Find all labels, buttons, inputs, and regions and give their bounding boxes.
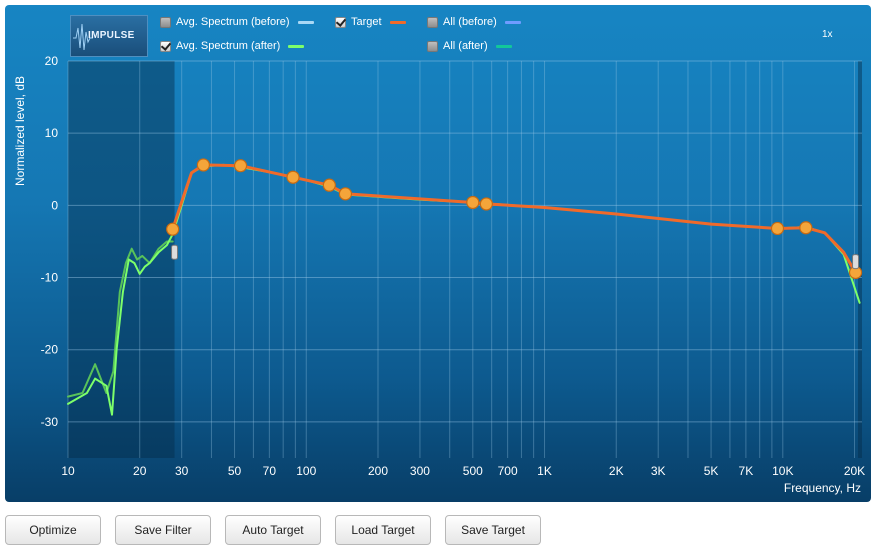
x-tick-label: 5K: [704, 464, 719, 478]
x-tick-label: 20K: [844, 464, 865, 478]
target-control-point[interactable]: [338, 187, 353, 201]
legend-label: All (after): [443, 40, 488, 52]
checkbox[interactable]: [427, 16, 438, 28]
x-tick-label: 500: [463, 464, 483, 478]
checkbox[interactable]: [160, 40, 171, 52]
target-control-point[interactable]: [166, 222, 180, 236]
range-handle[interactable]: [171, 244, 179, 260]
zoom-level[interactable]: 1x: [822, 29, 833, 40]
chart-panel: 10 20 30 50 70 100 200 300 500 700 1K 2K 3K 5K 7K 10K 20…: [5, 5, 871, 502]
frequency-response-chart[interactable]: 10 20 30 50 70 100 200 300 500 700 1K 2K 3K 5K 7K 10K 20…: [5, 5, 871, 502]
legend-avg-spectrum-before[interactable]: Avg. Spectrum (before): [160, 16, 314, 28]
x-tick-label: 3K: [651, 464, 666, 478]
y-tick-label: 20: [45, 54, 59, 68]
toolbar: Optimize Save Filter Auto Target Load Ta…: [0, 508, 876, 545]
range-handle[interactable]: [852, 254, 860, 270]
x-tick-label: 70: [263, 464, 277, 478]
y-axis-label: Normalized level, dB: [13, 76, 27, 186]
optimize-button[interactable]: Optimize: [5, 515, 101, 545]
x-tick-label: 50: [228, 464, 242, 478]
x-tick-label: 10K: [772, 464, 793, 478]
y-tick-label: -10: [41, 271, 59, 285]
legend-label: All (before): [443, 16, 497, 28]
checkbox[interactable]: [160, 16, 171, 28]
load-target-button[interactable]: Load Target: [335, 515, 431, 545]
target-control-point[interactable]: [322, 178, 336, 192]
y-tick-label: -30: [41, 415, 59, 429]
x-tick-label: 700: [498, 464, 518, 478]
target-control-point[interactable]: [233, 159, 248, 173]
checkbox[interactable]: [335, 16, 346, 28]
target-control-point[interactable]: [286, 170, 300, 184]
target-control-point[interactable]: [770, 221, 785, 236]
x-tick-label: 30: [175, 464, 189, 478]
excluded-range[interactable]: [858, 61, 862, 458]
legend-swatch: [288, 44, 305, 48]
legend-swatch: [297, 20, 314, 24]
legend-swatch: [389, 20, 406, 24]
target-control-point[interactable]: [799, 221, 813, 235]
series-line-all-after-: [67, 240, 174, 398]
excluded-range[interactable]: [68, 61, 175, 458]
save-filter-button[interactable]: Save Filter: [115, 515, 211, 545]
x-tick-label: 2K: [609, 464, 624, 478]
logo-text: IMPULSE: [88, 30, 135, 41]
y-tick-label: -20: [41, 343, 59, 357]
legend-target[interactable]: Target: [335, 16, 406, 28]
waveform-icon: [73, 23, 93, 51]
y-tick-label: 10: [45, 126, 59, 140]
legend-label: Avg. Spectrum (after): [176, 40, 281, 52]
x-tick-label: 100: [296, 464, 316, 478]
x-tick-label: 7K: [739, 464, 754, 478]
series-line-target: [171, 163, 857, 274]
legend-label: Target: [351, 16, 382, 28]
legend-swatch: [504, 20, 521, 24]
auto-target-button[interactable]: Auto Target: [225, 515, 321, 545]
target-control-point[interactable]: [466, 195, 480, 210]
legend-avg-spectrum-after[interactable]: Avg. Spectrum (after): [160, 40, 305, 52]
x-tick-label: 10: [61, 464, 75, 478]
target-control-point[interactable]: [479, 197, 493, 211]
legend-swatch: [495, 44, 512, 48]
x-tick-label: 300: [410, 464, 430, 478]
legend-all-after[interactable]: All (after): [427, 40, 512, 52]
checkbox[interactable]: [427, 40, 438, 52]
save-target-button[interactable]: Save Target: [445, 515, 541, 545]
y-tick-label: 0: [51, 198, 58, 212]
x-tick-label: 200: [368, 464, 388, 478]
x-tick-label: 20: [133, 464, 147, 478]
x-tick-label: 1K: [537, 464, 552, 478]
legend-label: Avg. Spectrum (before): [176, 16, 290, 28]
target-control-point[interactable]: [196, 158, 210, 172]
x-axis-label: Frequency, Hz: [784, 481, 861, 495]
legend-all-before[interactable]: All (before): [427, 16, 521, 28]
impulse-logo[interactable]: IMPULSE: [70, 15, 148, 57]
